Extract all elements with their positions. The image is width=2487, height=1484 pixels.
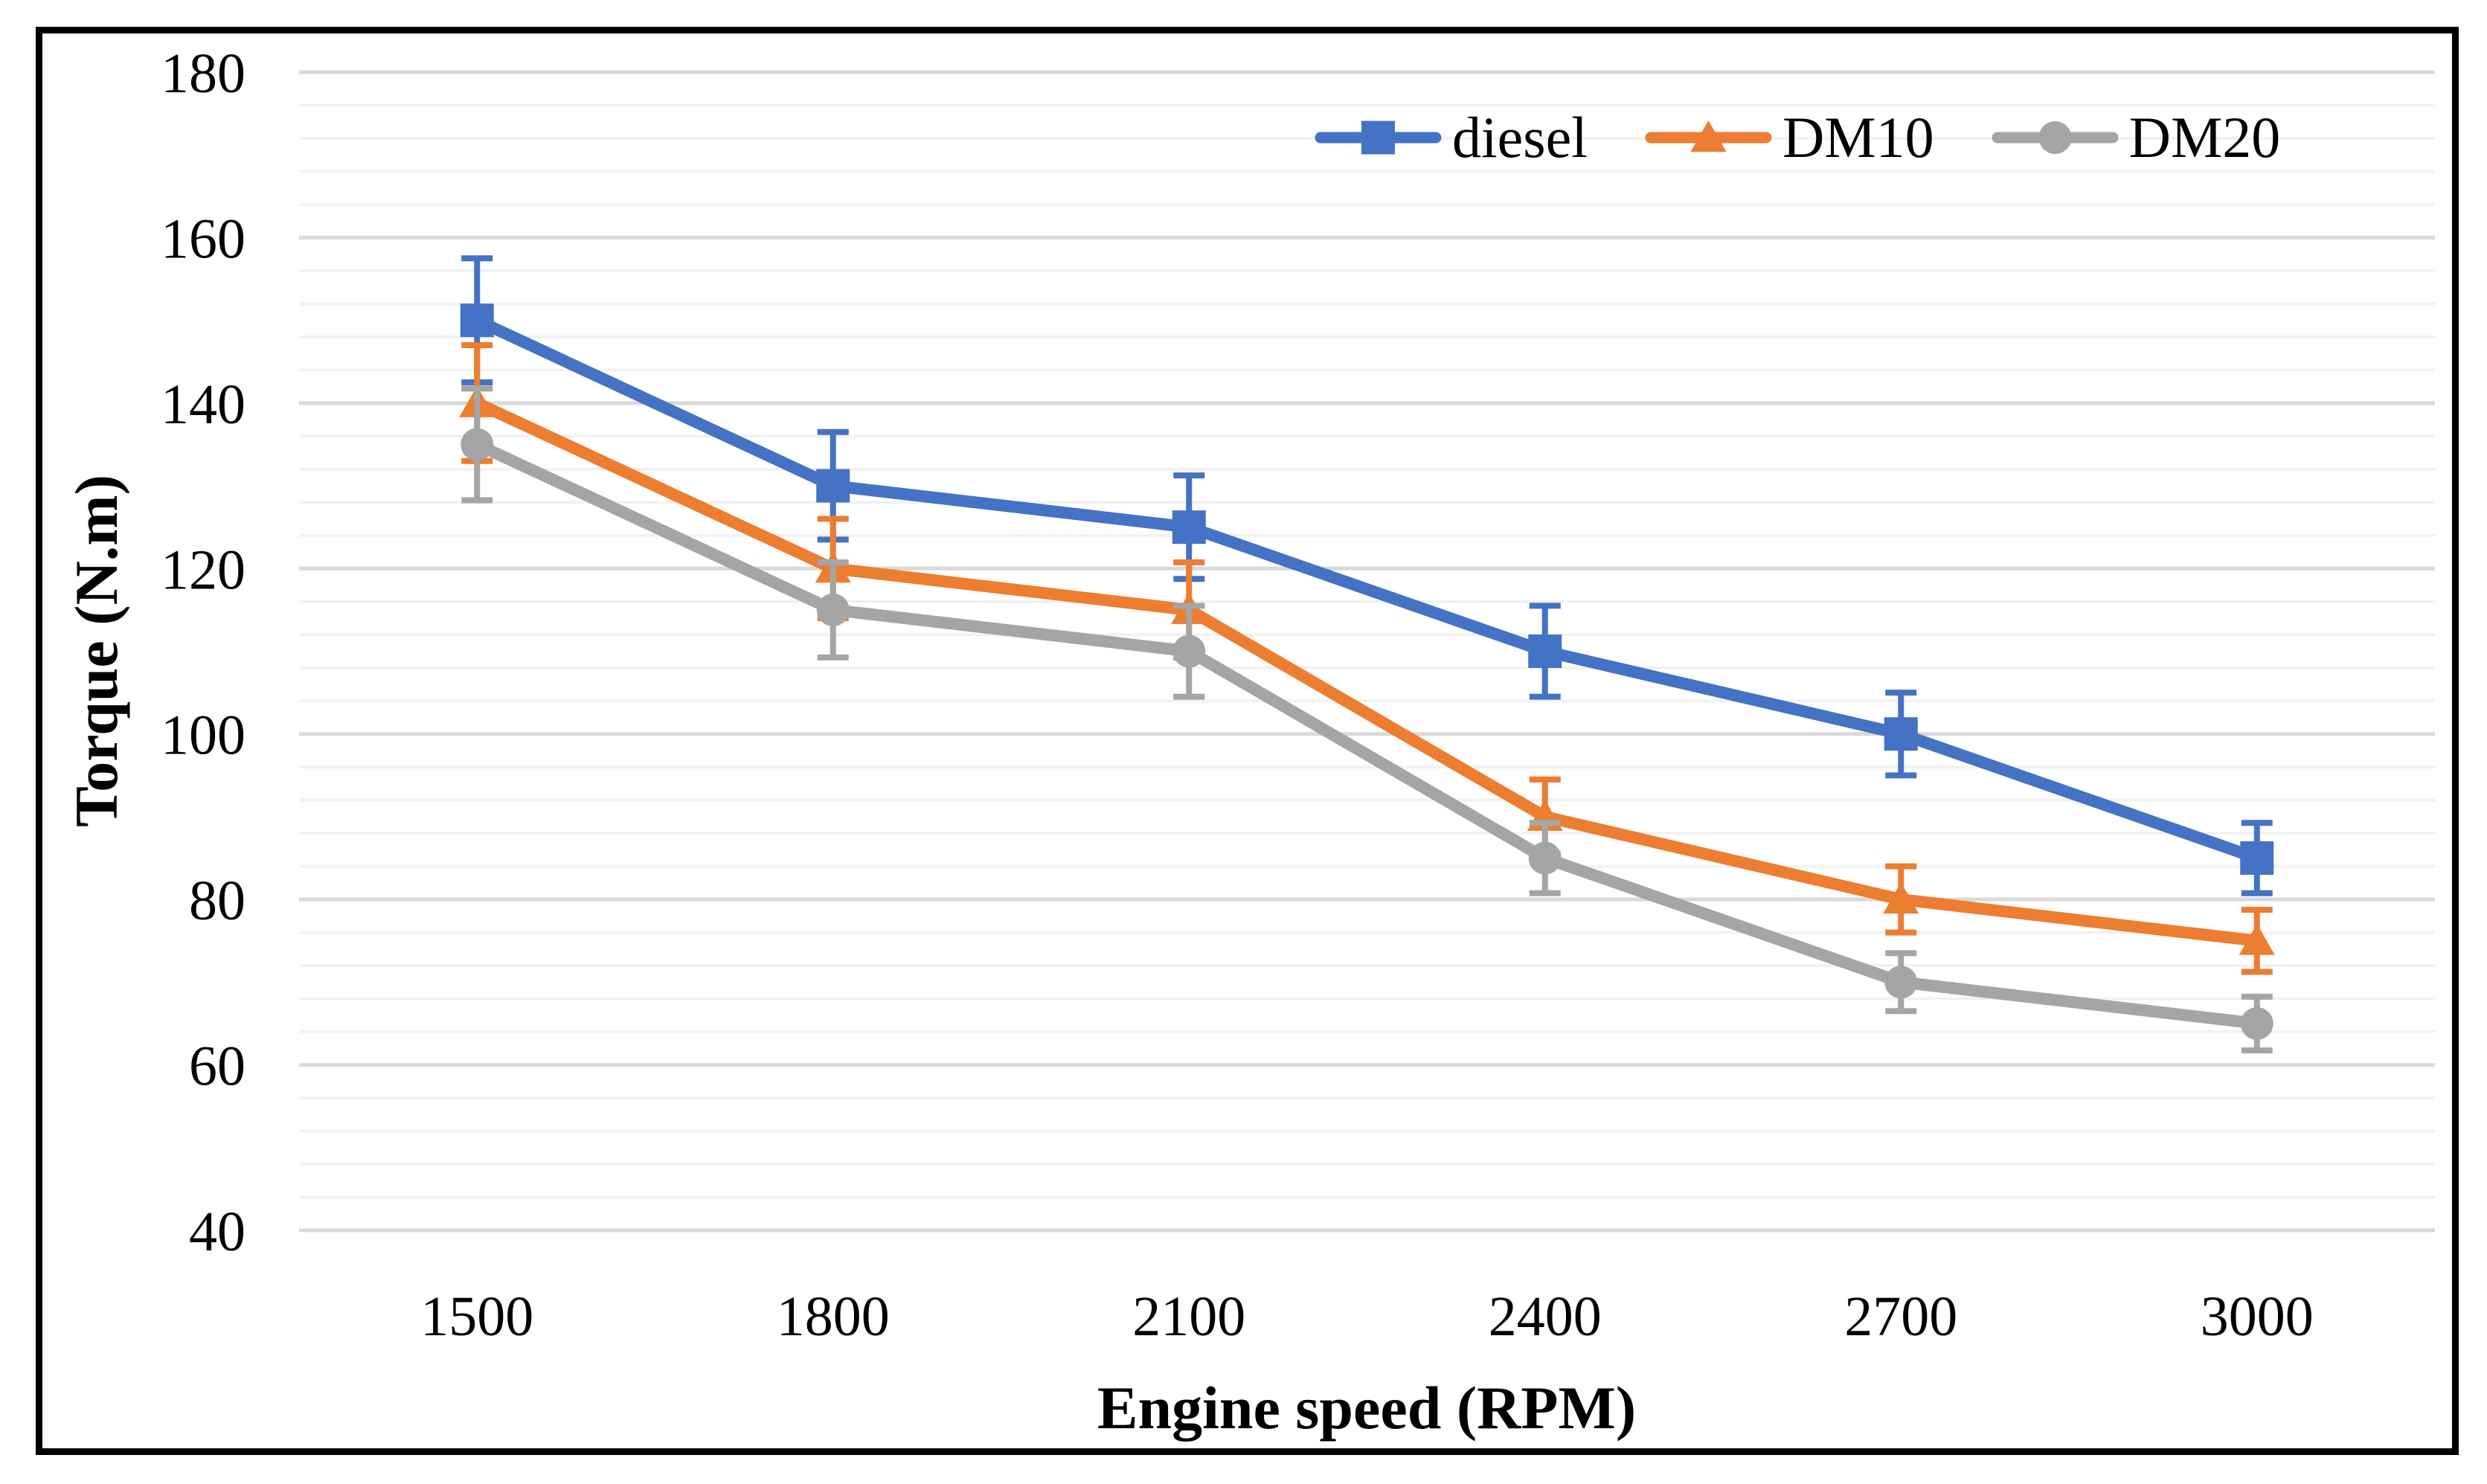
marker-circle-DM20 [1172, 635, 1206, 668]
legend: diesel DM10 DM20 [1315, 103, 2280, 172]
legend-shape [1690, 121, 1727, 152]
marker-triangle-DM10 [1883, 882, 1919, 914]
marker-square-diesel [2240, 841, 2274, 876]
marker-square-diesel [460, 303, 494, 338]
x-tick-label: 3000 [2201, 1285, 2314, 1348]
x-axis-title: Engine speed (RPM) [1097, 1374, 1637, 1442]
y-tick-label: 60 [189, 1035, 246, 1098]
y-axis-title: Torque (N.m) [62, 475, 130, 827]
legend-item-diesel: diesel [1315, 103, 1588, 172]
marker-circle-DM20 [1528, 841, 1562, 875]
legend-item-dm10: DM10 [1645, 103, 1934, 172]
x-tick-label: 2700 [1844, 1285, 1957, 1348]
legend-label-dm10: DM10 [1782, 105, 1934, 170]
legend-item-dm20: DM20 [1992, 103, 2281, 172]
x-tick-label: 1500 [420, 1285, 533, 1348]
marker-circle-DM20 [1884, 966, 1918, 999]
y-tick-label: 120 [161, 539, 246, 601]
y-tick-label: 40 [189, 1201, 246, 1263]
marker-square-diesel [816, 469, 850, 503]
marker-circle-DM20 [816, 593, 850, 626]
x-tick-label: 2100 [1132, 1285, 1245, 1348]
legend-label-dm20: DM20 [2128, 105, 2281, 170]
legend-marker-square-icon [1315, 121, 1442, 155]
marker-square-diesel [1528, 635, 1562, 668]
legend-marker-circle-icon [1992, 121, 2119, 154]
y-tick-label: 80 [189, 870, 246, 932]
series-line-diesel [471, 314, 2263, 864]
legend-shape [1361, 121, 1395, 155]
marker-triangle-DM10 [2239, 923, 2275, 955]
y-tick-label: 160 [161, 208, 246, 270]
series-line-DM20 [471, 438, 2263, 1030]
chart-outer-border [36, 27, 2459, 1455]
x-tick-label: 1800 [777, 1285, 890, 1348]
marker-circle-DM20 [461, 428, 494, 461]
legend-label-diesel: diesel [1452, 105, 1588, 170]
legend-marker-triangle-icon [1645, 121, 1772, 152]
legend-shape [2038, 121, 2072, 154]
y-tick-label: 180 [161, 42, 246, 105]
marker-circle-DM20 [2240, 1006, 2273, 1040]
x-tick-label: 2400 [1489, 1285, 1602, 1348]
marker-square-diesel [1172, 510, 1206, 545]
marker-square-diesel [1884, 717, 1918, 751]
series-line-DM10 [471, 396, 2263, 947]
y-tick-label: 140 [161, 373, 246, 436]
y-tick-label: 100 [161, 704, 246, 767]
